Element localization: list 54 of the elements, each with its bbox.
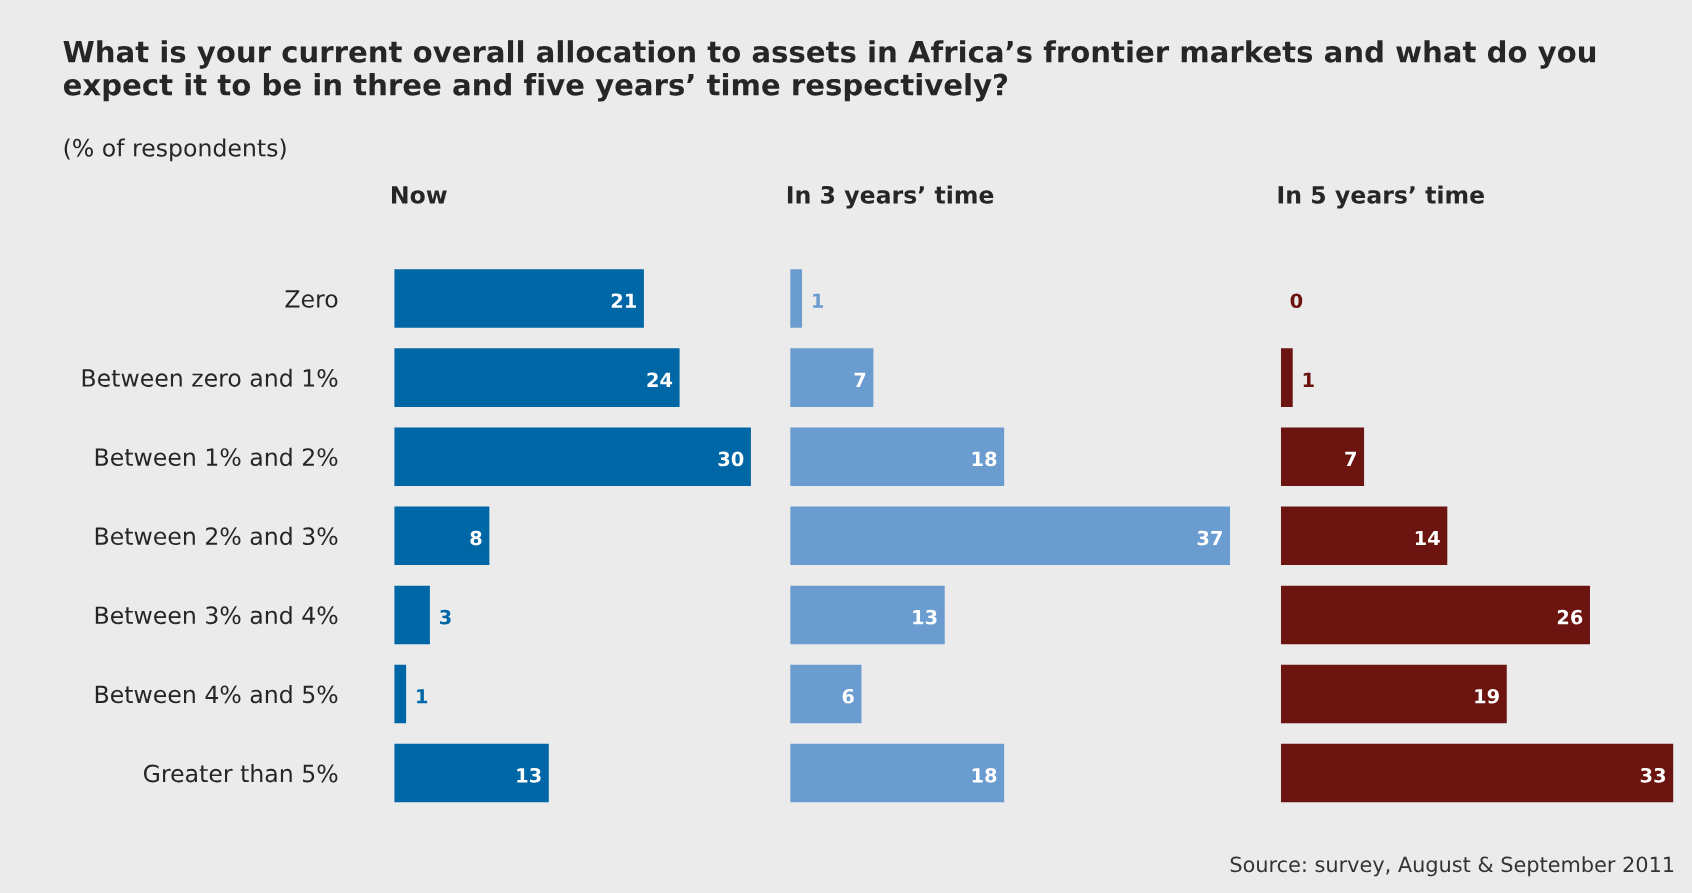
data-label: 37 [1197,530,1222,546]
bar [394,506,490,566]
y-tick-label: Between 4% and 5% [95,685,338,704]
data-label: 1 [813,293,824,308]
data-label: 21 [611,293,636,308]
bar [1280,585,1590,645]
data-label: 19 [1475,688,1499,704]
bar [790,269,803,328]
data-label: 24 [647,372,673,387]
chart-title: In 3 years’ time [787,185,994,209]
data-label: 6 [842,688,854,704]
bar [1280,427,1365,486]
bar [790,506,1231,566]
data-label: 0 [1290,293,1303,309]
y-tick-label: Between 3% and 4% [95,605,338,625]
data-label: 3 [440,609,451,625]
data-label: 33 [1640,767,1666,783]
bar [394,743,549,803]
chart-title: Now [392,186,447,204]
data-label: 1 [417,689,428,704]
bar [790,585,945,645]
y-tick-label: Between 1% and 2% [95,447,338,467]
data-label: 14 [1415,530,1440,546]
data-label: 30 [718,451,744,467]
data-label: 1 [1303,372,1314,387]
bar [394,585,430,645]
text: What is your current overall allocation to assets in Africa’s frontier markets and what do you expect it to be in three and five years’ time respectively? [63,40,1596,102]
data-label: 26 [1557,609,1583,625]
bar [1280,506,1448,566]
bar [790,427,1005,486]
y-tick-label: Zero [285,290,338,308]
bar [1280,348,1293,407]
bar [394,269,644,328]
y-tick-label: Greater than 5% [143,764,338,783]
data-label: 7 [1345,451,1356,467]
data-label: 13 [517,767,541,783]
y-tick-label: Between 2% and 3% [95,526,338,546]
data-label: 18 [972,767,997,783]
chart-title: In 5 years’ time [1278,185,1484,209]
bar [790,743,1005,803]
data-label: 7 [854,372,866,387]
bar [1280,743,1674,803]
source-note: Source: survey, August & September 2011 [1230,856,1674,877]
bar [1280,664,1507,724]
data-label: 13 [913,609,937,625]
data-label: 18 [972,451,997,467]
bar [394,348,680,407]
data-label: 8 [470,530,482,546]
bar [394,427,751,486]
bar [790,664,862,724]
y-tick-label: Between zero and 1% [82,368,338,387]
bar [394,664,407,724]
bar [790,348,874,407]
text: (% of respondents) [64,138,286,162]
